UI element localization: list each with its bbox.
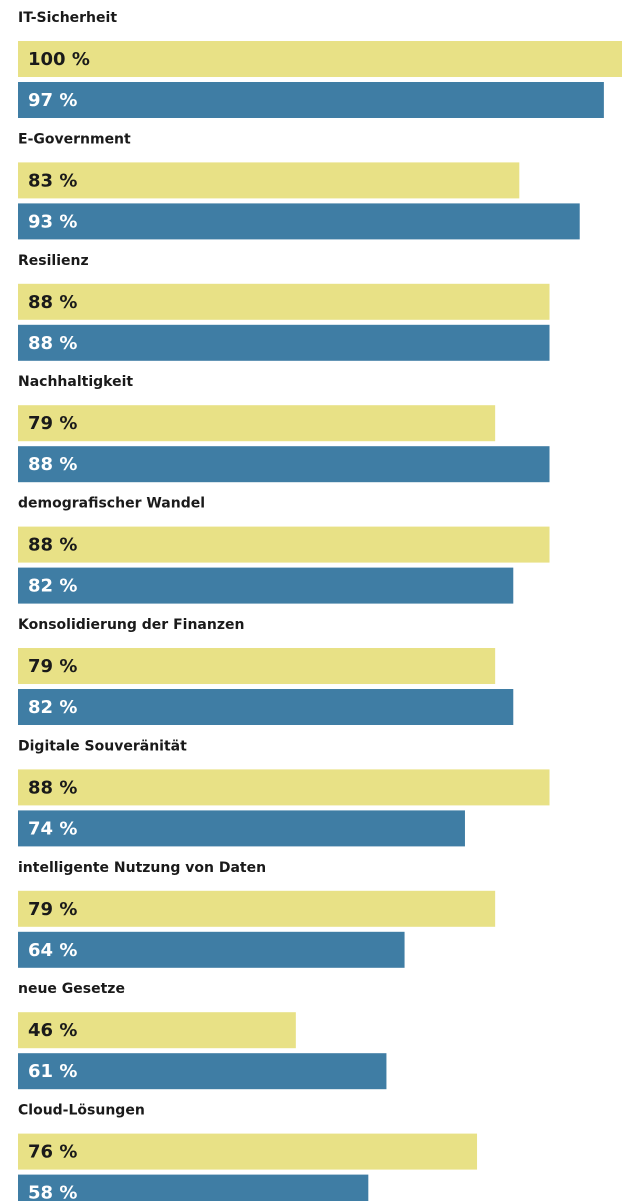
bar	[18, 1174, 369, 1201]
category-label: neue Gesetze	[18, 981, 125, 997]
value-label: 83 %	[28, 170, 77, 191]
value-label: 76 %	[28, 1142, 77, 1163]
category-label: Cloud-Lösungen	[18, 1103, 145, 1119]
value-label: 100 %	[28, 49, 90, 70]
bar	[18, 1133, 478, 1170]
category-label: IT-Sicherheit	[18, 10, 117, 26]
bar	[18, 689, 514, 725]
bar	[18, 41, 622, 77]
bar	[18, 567, 514, 604]
bar	[18, 446, 550, 483]
value-label: 88 %	[28, 292, 77, 313]
value-label: 64 %	[28, 940, 77, 961]
value-label: 79 %	[28, 899, 77, 920]
value-label: 82 %	[28, 576, 77, 597]
value-label: 88 %	[28, 535, 77, 556]
value-label: 97 %	[28, 90, 77, 111]
category-label: intelligente Nutzung von Daten	[18, 860, 266, 876]
bar	[18, 526, 550, 563]
bar	[18, 1053, 387, 1090]
bar	[18, 324, 550, 361]
value-label: 88 %	[28, 454, 77, 475]
value-label: 88 %	[28, 777, 77, 798]
bar	[18, 890, 496, 927]
category-label: Konsolidierung der Finanzen	[18, 617, 244, 633]
bar	[18, 203, 580, 240]
bar	[18, 931, 405, 968]
bar	[18, 1012, 296, 1049]
category-label: Resilienz	[18, 253, 89, 269]
value-label: 79 %	[28, 656, 77, 677]
bar	[18, 405, 496, 442]
value-label: 93 %	[28, 211, 77, 232]
bar	[18, 82, 604, 118]
category-label: Digitale Souveränität	[18, 738, 187, 754]
value-label: 82 %	[28, 697, 77, 718]
value-label: 46 %	[28, 1020, 77, 1041]
bar	[18, 769, 550, 806]
category-label: Nachhaltigkeit	[18, 374, 133, 390]
value-label: 61 %	[28, 1061, 77, 1082]
bar	[18, 810, 465, 847]
value-label: 58 %	[28, 1183, 77, 1201]
bar	[18, 162, 520, 199]
value-label: 74 %	[28, 818, 77, 839]
bar	[18, 283, 550, 320]
value-label: 79 %	[28, 413, 77, 434]
value-label: 88 %	[28, 333, 77, 354]
bar	[18, 648, 496, 684]
category-label: demografischer Wandel	[18, 496, 205, 512]
category-label: E-Government	[18, 131, 131, 147]
